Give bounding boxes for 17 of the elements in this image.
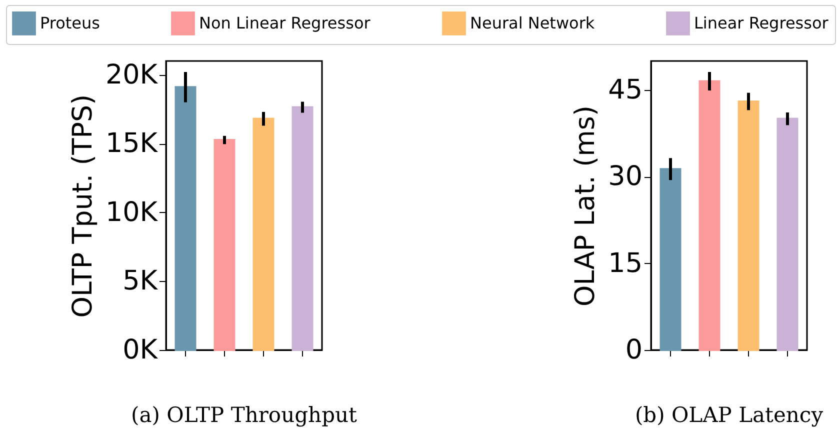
y-tick-label: 15K [105,128,159,160]
legend-label: Linear Regressor [694,13,829,32]
y-tick-label: 15 [608,248,642,279]
y-tick-label: 5K [122,266,159,297]
legend-label: Neural Network [470,13,596,32]
text: (b) OLAP Latency [634,403,824,427]
y-tick-label: 10K [105,196,159,228]
y-tick-label: 0K [122,334,159,366]
y-tick-label: 30 [608,161,642,192]
y-tick-label: 45 [608,74,642,106]
y-tick-label: 20K [105,59,159,90]
y-tick-label: 0 [625,334,642,366]
legend-label: Non Linear Regressor [199,13,371,32]
y-axis-title: OLTP Tput. (TPS) [67,94,98,318]
text: (a) OLTP Throughput [131,403,358,427]
y-axis-title: OLAP Lat. (ms) [570,105,602,307]
legend-label: Proteus [40,13,100,32]
